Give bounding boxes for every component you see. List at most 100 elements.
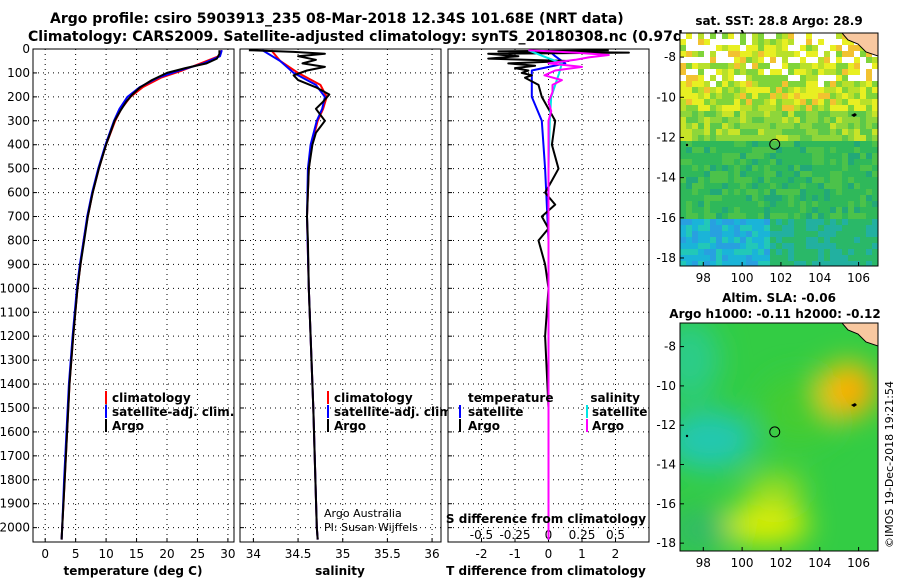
sst-pixel [704,39,710,45]
sst-pixel [848,147,854,153]
sst-pixel [704,189,710,195]
sst-pixel [836,153,842,159]
sst-pixel [746,141,752,147]
sst-pixel [740,183,746,189]
sst-pixel [800,219,806,225]
sla-neutral [680,508,730,551]
sst-pixel [854,237,860,243]
sst-pixel [812,219,818,225]
sst-pixel [812,117,818,123]
sst-pixel [776,207,782,213]
sst-pixel [710,207,716,213]
sst-pixel [752,45,758,51]
sst-pixel [704,153,710,159]
sst-pixel [824,51,830,57]
sst-pixel [848,165,854,171]
sst-pixel [686,87,692,93]
sst-pixel [704,219,710,225]
sst-pixel [800,171,806,177]
sst-pixel [758,243,764,249]
sst-pixel [866,123,872,129]
sst-pixel [692,75,698,81]
sst-pixel [728,249,734,255]
sst-pixel [848,141,854,147]
sst-pixel [848,261,854,266]
sst-pixel [812,171,818,177]
sst-pixel [854,141,860,147]
sst-pixel [692,213,698,219]
sst-pixel [710,183,716,189]
sst-pixel [746,219,752,225]
sla-map-x-ticks: 98 100 102 104 106 [696,547,870,570]
sst-pixel [710,231,716,237]
sst-pixel [734,129,740,135]
sst-pixel [788,93,794,99]
sst-pixel [734,183,740,189]
sst-pixel [812,51,818,57]
sst-pixel [800,99,806,105]
sst-pixel [830,255,836,261]
sst-pixel [806,225,812,231]
sst-pixel [836,249,842,255]
sst-pixel [722,171,728,177]
sst-pixel [818,99,824,105]
sst-pixel [692,171,698,177]
sst-pixel [782,99,788,105]
sst-pixel [692,123,698,129]
series-line-argo [60,50,221,540]
credit-pi: PI: Susan Wijffels [324,521,418,534]
sst-pixel [740,87,746,93]
sst-pixel [710,105,716,111]
sst-pixel [860,225,866,231]
sst-pixel [836,231,842,237]
sst-pixel [740,213,746,219]
sst-pixel [830,69,836,75]
sst-pixel [800,159,806,165]
sst-pixel [746,81,752,87]
sst-pixel [812,201,818,207]
sst-pixel [782,117,788,123]
sst-pixel [842,81,848,87]
sst-pixel [818,189,824,195]
sst-pixel [716,231,722,237]
sst-pixel [698,117,704,123]
sst-pixel [872,171,878,177]
sst-pixel [776,81,782,87]
sst-pixel [812,63,818,69]
sst-pixel [758,69,764,75]
sst-pixel [776,261,782,266]
sst-pixel [758,39,764,45]
sst-pixel [722,117,728,123]
sst-pixel [788,225,794,231]
sst-pixel [770,213,776,219]
sst-pixel [800,93,806,99]
sst-pixel [860,219,866,225]
sst-pixel [752,183,758,189]
sst-pixel [752,105,758,111]
sst-pixel [686,237,692,243]
sst-pixel [842,105,848,111]
sst-pixel [776,159,782,165]
sst-pixel [794,105,800,111]
sst-pixel [776,165,782,171]
sst-pixel [794,81,800,87]
sst-pixel [740,69,746,75]
sst-pixel [836,165,842,171]
sst-pixel [782,93,788,99]
sst-pixel [830,237,836,243]
figure-title-line-2: Climatology: CARS2009. Satellite-adjuste… [28,29,746,45]
depth-tick-label: 300 [7,114,30,128]
sst-pixel [782,81,788,87]
sst-pixel [728,123,734,129]
sst-pixel [794,255,800,261]
sst-pixel [800,63,806,69]
sst-pixel [776,51,782,57]
sst-pixel [716,141,722,147]
sst-pixel [866,69,872,75]
sla-map-panel: Altim. SLA: -0.06 Argo h1000: -0.11 h200… [656,291,880,570]
sst-pixel [680,231,686,237]
sst-pixel [692,165,698,171]
depth-tick-label: 1300 [0,353,30,367]
temperature-panel: 0100200300400500600700800900100011001200… [0,42,236,578]
sst-pixel [716,93,722,99]
